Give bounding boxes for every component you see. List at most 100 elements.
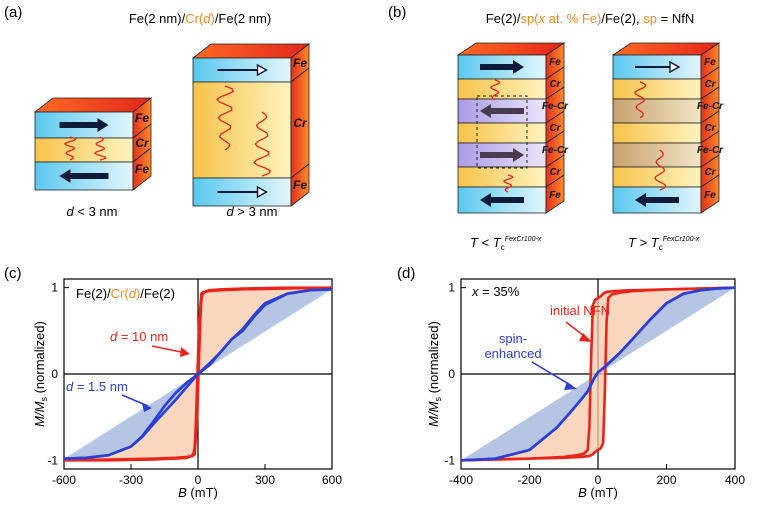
layer-stack-small: Fe Cr Fe	[33, 97, 153, 191]
layer-label: Fe	[549, 190, 561, 201]
y-tick-label: -1	[444, 453, 455, 467]
label-spin-enhanced-2: enhanced	[484, 346, 541, 361]
magnetization-arrow-head	[513, 60, 524, 74]
layer-cr	[192, 81, 292, 179]
caption-above-tc: T > TcFexCr100-x	[628, 235, 700, 252]
chart-c: (c) -600 -300 0 300 600 -1 0 1 Fe(2)/Cr(d)/Fe(2…	[4, 265, 342, 500]
stack-top-face	[33, 97, 153, 113]
magnetization-arrow-head	[97, 118, 109, 132]
layer-label: Fe-Cr	[542, 101, 569, 112]
chart-d-ylabel: M/Ms (normalized)	[426, 321, 443, 427]
x-tick-label: -300	[119, 473, 143, 487]
chart-c-ylabel: M/Ms (normalized)	[32, 321, 49, 427]
stack-large-caption: d > 3 nm	[227, 204, 278, 219]
magnetization-arrow-head	[256, 63, 268, 77]
label-spin-enhanced-1: spin-	[499, 331, 527, 346]
x-tick-label: 200	[656, 473, 676, 487]
y-tick-label: 0	[448, 367, 455, 381]
series-line-up-0	[460, 286, 736, 462]
layer-label: Fe	[293, 56, 307, 70]
chart-c-xlabel: B (mT)	[178, 485, 218, 500]
label-d-10nm: d = 10 nm	[110, 329, 168, 344]
y-tick-label: -1	[47, 453, 58, 467]
panel-a-label: (a)	[4, 4, 22, 21]
chart-d-xlabel: B (mT)	[578, 485, 618, 500]
label-initial-nfn: initial NFN	[550, 303, 610, 318]
chart-c-series	[63, 286, 333, 462]
panel-b-title: Fe(2)/sp(x at. % Fe)/Fe(2), sp = NfN	[486, 11, 694, 26]
layer-cr	[457, 122, 547, 144]
arrow-spin-enhanced	[531, 361, 573, 387]
magnetization-arrow-head	[256, 185, 268, 199]
magnetization-arrow-head	[480, 104, 491, 118]
coupling-wave	[216, 85, 235, 151]
layer-label: Cr	[549, 167, 561, 178]
stack-small-caption: d < 3 nm	[67, 204, 118, 219]
x-tick-label: 300	[255, 473, 275, 487]
arrow-head-initial-nfn	[579, 333, 592, 342]
caption-below-tc: T < TcFexCr100-x	[470, 235, 542, 252]
layer-label: Cr	[135, 136, 150, 150]
panel-d-label: (d)	[397, 265, 415, 282]
dashed-region	[476, 95, 528, 169]
arrow-head-spin-enhanced	[564, 382, 577, 390]
magnetization-arrow-head	[59, 169, 71, 183]
layer-stack-large: Fe Cr Fe	[191, 43, 311, 207]
chart-c-legend: Fe(2)/Cr(d)/Fe(2)	[76, 286, 175, 301]
arrow-d-10nm	[151, 345, 187, 354]
coupling-wave	[490, 79, 501, 101]
x-tick-label: 0	[195, 473, 202, 487]
layer-cr	[34, 137, 134, 163]
layer-side-face	[132, 147, 152, 191]
layer-label: Cr	[549, 79, 561, 90]
magnetization-arrow-head	[513, 148, 524, 162]
layer-label: Cr	[704, 123, 716, 134]
arrow-head-d-10nm	[180, 347, 190, 357]
magnetization-arrow-head	[669, 60, 681, 74]
chart-d: (d) -400 -200 0 200 400 -1 0 1 x = 35% initial …	[397, 265, 745, 500]
x-tick-label: 0	[595, 473, 602, 487]
layer-stack-above-tc: Fe Cr Fe-Cr Cr Fe-Cr Cr Fe	[611, 42, 724, 214]
coupling-wave	[634, 81, 647, 119]
layer-fe-cr	[612, 98, 702, 124]
panel-b-label: (b)	[388, 4, 406, 21]
x-tick-label: 600	[322, 473, 342, 487]
layer-label: Fe	[293, 178, 307, 192]
y-tick-label: 0	[51, 367, 58, 381]
layer-label: Fe	[135, 111, 149, 125]
layer-label: Fe-Cr	[542, 145, 569, 156]
layer-side-face	[700, 174, 720, 214]
layer-side-face	[545, 174, 565, 214]
layer-label: Fe	[704, 57, 716, 68]
series-line-up-1	[63, 288, 333, 460]
x-tick-label: -400	[449, 473, 473, 487]
x-tick-label: 400	[725, 473, 745, 487]
layer-side-face	[290, 163, 310, 207]
layer-label: Cr	[549, 123, 561, 134]
layer-stack-below-tc: Fe Cr Fe-Cr Cr Fe-Cr Cr Fe	[456, 42, 569, 214]
layer-label: Cr	[704, 79, 716, 90]
coupling-wave	[503, 174, 514, 193]
coupling-wave	[93, 136, 107, 161]
layer-label: Cr	[293, 116, 308, 130]
layer-label: Fe	[135, 162, 149, 176]
magnetization-arrow-head	[480, 193, 491, 207]
chart-d-legend: x = 35%	[471, 284, 520, 299]
layer-label: Fe-Cr	[697, 145, 724, 156]
label-d-1-5nm: d = 1.5 nm	[66, 379, 128, 394]
arrow-head-d-1-5nm	[142, 403, 152, 412]
chart-c-axes: -600 -300 0 300 600 -1 0 1	[47, 279, 342, 487]
y-tick-label: 1	[51, 281, 58, 295]
panel-a-title: Fe(2 nm)/Cr(d)/Fe(2 nm)	[129, 11, 271, 26]
layer-cr	[612, 122, 702, 144]
coupling-wave	[654, 149, 667, 191]
series-line-up-0	[63, 286, 332, 462]
coupling-wave	[253, 111, 272, 177]
chart-d-series	[460, 286, 736, 462]
x-tick-label: -200	[517, 473, 541, 487]
layer-label: Fe-Cr	[697, 101, 724, 112]
layer-label: Cr	[704, 167, 716, 178]
coupling-wave	[63, 136, 77, 161]
